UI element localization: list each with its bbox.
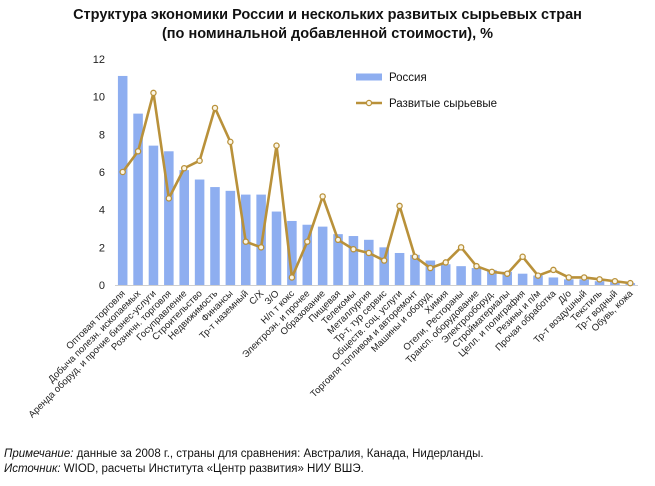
bar [394, 252, 405, 285]
bar [302, 224, 313, 285]
y-tick-label: 4 [99, 205, 105, 217]
bar [533, 275, 543, 285]
bar [425, 260, 436, 285]
line-point [580, 274, 588, 281]
line-point [134, 148, 142, 155]
line-point [488, 268, 496, 276]
line-point [411, 253, 419, 260]
line-series-developed [119, 89, 634, 287]
y-tick-label: 8 [99, 129, 105, 141]
y-tick-label: 12 [93, 54, 105, 66]
footnotes: Примечание: данные за 2008 г., страны дл… [4, 447, 484, 477]
line-point [196, 157, 203, 164]
bar [133, 113, 143, 285]
bar [579, 279, 589, 285]
bar [348, 236, 359, 285]
bar [517, 273, 528, 285]
line-point [427, 264, 434, 272]
bar [333, 234, 343, 285]
line-point [242, 238, 249, 245]
line-point [334, 236, 342, 244]
line-point [304, 238, 311, 245]
line-point [442, 259, 449, 266]
bar [471, 268, 482, 285]
line-point [473, 262, 480, 270]
bar [179, 170, 189, 285]
bar [548, 277, 559, 285]
bar [148, 145, 159, 285]
bar [379, 247, 389, 285]
y-tick-label: 6 [99, 167, 105, 179]
bar [287, 220, 297, 285]
line-point [596, 276, 603, 283]
legend-label-russia: Россия [389, 72, 427, 84]
line-point [611, 277, 619, 285]
line-point [457, 244, 465, 251]
line-point [519, 253, 526, 260]
bar [456, 266, 466, 285]
line-point [211, 104, 219, 112]
note-text: данные за 2008 г., страны для сравнения:… [73, 448, 484, 460]
line-point [380, 257, 388, 264]
bar [271, 211, 282, 285]
line-point [350, 245, 357, 253]
bar [194, 179, 205, 285]
bar [487, 269, 497, 285]
y-tick-label: 10 [93, 92, 105, 104]
bar [164, 151, 174, 285]
legend-swatch-marker [365, 99, 373, 107]
line-point [150, 89, 157, 97]
line-point [534, 272, 542, 279]
bar [410, 254, 420, 285]
source-label: Источник: [4, 463, 61, 475]
bar-series-russia [117, 75, 636, 285]
line-point [396, 202, 403, 210]
source-text: WIOD, расчеты Института «Центр развития»… [60, 463, 364, 475]
bar [117, 75, 128, 285]
line-point [165, 195, 173, 202]
line-point [273, 142, 280, 149]
line-point [257, 244, 265, 251]
line-point [180, 164, 188, 172]
line-point [627, 279, 634, 287]
line-point [227, 138, 234, 146]
legend-label-developed: Развитые сырьевые [389, 98, 497, 110]
bar [502, 271, 513, 285]
chart-title-line-1: Структура экономики России и нескольких … [73, 7, 582, 23]
line-point [319, 193, 326, 200]
line-point [550, 266, 557, 274]
x-tick-label: Аренда оборуд. и прочие бизнес-услуги [27, 288, 159, 420]
bar [594, 281, 605, 285]
line-point [119, 168, 126, 176]
source-line: Источник: WIOD, расчеты Института «Центр… [4, 462, 484, 477]
y-axis: 0 2 4 6 8 10 12 [93, 54, 638, 292]
chart-title: Структура экономики России и нескольких … [0, 6, 655, 44]
bar [364, 239, 374, 285]
bar [317, 226, 328, 285]
bar [210, 187, 220, 285]
legend-swatch-bar [356, 73, 382, 81]
legend: Россия Развитые сырьевые [356, 72, 497, 110]
bar [225, 190, 236, 285]
bar [440, 264, 451, 285]
line-point [365, 249, 373, 257]
series-line [121, 91, 631, 285]
line-point [503, 270, 511, 277]
line-point [565, 274, 573, 281]
note-label: Примечание: [4, 448, 74, 460]
chart-title-line-2: (по номинальной добавленной стоимости), … [161, 26, 494, 42]
y-tick-label: 2 [99, 242, 105, 254]
y-tick-label: 0 [99, 280, 105, 292]
bar [564, 279, 574, 285]
note-line: Примечание: данные за 2008 г., страны дл… [4, 447, 484, 462]
line-point [288, 274, 296, 281]
